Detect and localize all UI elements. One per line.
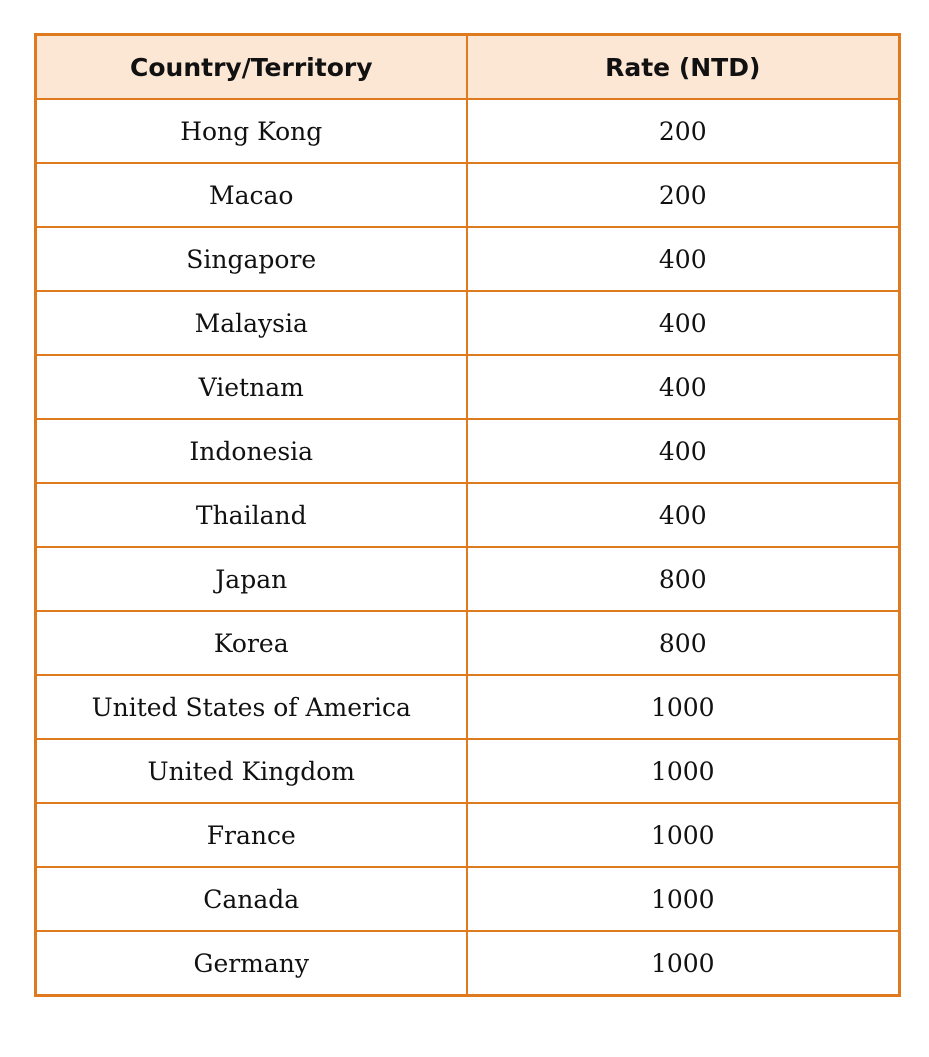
country-cell: United States of America [34, 674, 468, 740]
table-row: Korea 800 [34, 610, 901, 676]
country-cell: Canada [34, 866, 468, 932]
table-row: Malaysia 400 [34, 290, 901, 356]
country-cell: Hong Kong [34, 98, 468, 164]
header-country-territory: Country/Territory [34, 33, 468, 100]
rate-cell: 200 [465, 162, 901, 228]
table-row: Macao 200 [34, 162, 901, 228]
rate-cell: 400 [465, 482, 901, 548]
table-row: Hong Kong 200 [34, 98, 901, 164]
country-cell: Japan [34, 546, 468, 612]
rate-cell: 1000 [465, 930, 901, 997]
rate-cell: 400 [465, 354, 901, 420]
country-cell: Malaysia [34, 290, 468, 356]
rate-cell: 400 [465, 290, 901, 356]
table-row: Vietnam 400 [34, 354, 901, 420]
rate-cell: 800 [465, 546, 901, 612]
rate-cell: 1000 [465, 866, 901, 932]
table-row: France 1000 [34, 802, 901, 868]
rate-cell: 400 [465, 418, 901, 484]
table-row: Thailand 400 [34, 482, 901, 548]
rate-cell: 1000 [465, 674, 901, 740]
table-header: Country/Territory Rate (NTD) [34, 33, 901, 100]
table-row: Singapore 400 [34, 226, 901, 292]
country-cell: Korea [34, 610, 468, 676]
rate-cell: 1000 [465, 802, 901, 868]
country-cell: United Kingdom [34, 738, 468, 804]
table-row: Japan 800 [34, 546, 901, 612]
country-cell: Vietnam [34, 354, 468, 420]
rate-cell: 200 [465, 98, 901, 164]
country-cell: Thailand [34, 482, 468, 548]
header-rate-ntd: Rate (NTD) [465, 33, 901, 100]
country-cell: Germany [34, 930, 468, 997]
rate-cell: 1000 [465, 738, 901, 804]
table-row: Canada 1000 [34, 866, 901, 932]
rate-table: Country/Territory Rate (NTD) Hong Kong 2… [34, 33, 901, 997]
rate-cell: 800 [465, 610, 901, 676]
table-row: United States of America 1000 [34, 674, 901, 740]
rate-cell: 400 [465, 226, 901, 292]
table-row: Indonesia 400 [34, 418, 901, 484]
country-cell: Indonesia [34, 418, 468, 484]
table-row: Germany 1000 [34, 930, 901, 997]
country-cell: Singapore [34, 226, 468, 292]
table-body: Hong Kong 200 Macao 200 Singapore 400 Ma… [34, 98, 901, 997]
country-cell: France [34, 802, 468, 868]
country-cell: Macao [34, 162, 468, 228]
table-row: United Kingdom 1000 [34, 738, 901, 804]
header-row: Country/Territory Rate (NTD) [34, 33, 901, 100]
